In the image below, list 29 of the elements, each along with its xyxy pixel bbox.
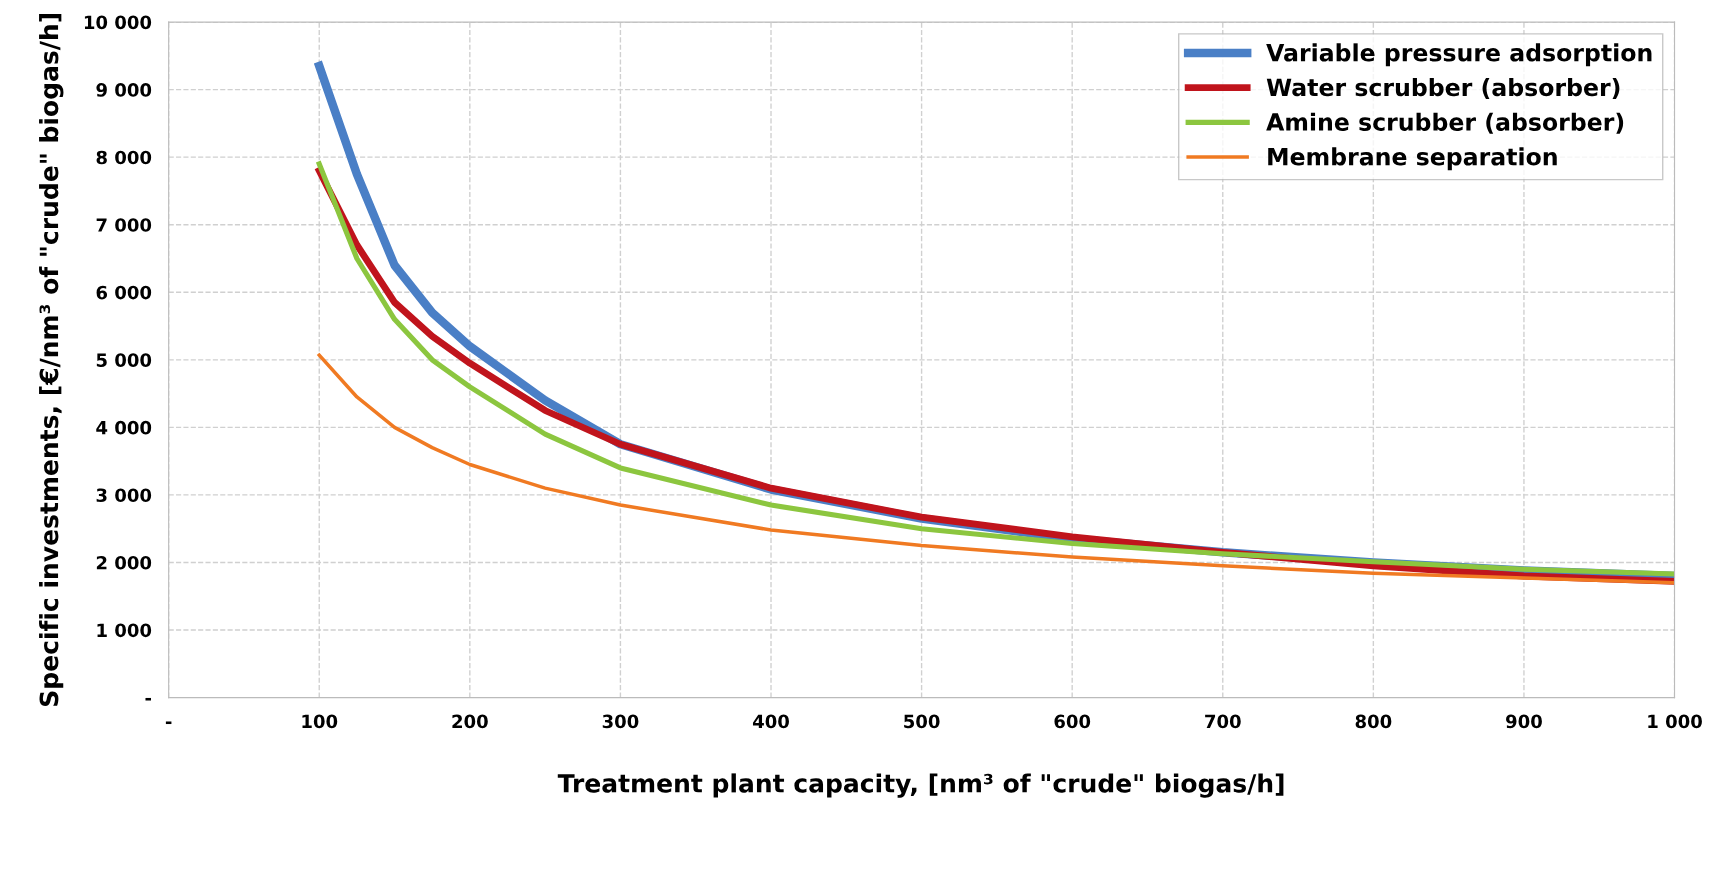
x-tick-label: 100 — [302, 714, 338, 729]
x-tick-label: 200 — [452, 714, 488, 729]
x-tick-label: 1 000 — [1648, 714, 1702, 729]
x-tick-label: 500 — [904, 714, 940, 729]
x-tick-label: 300 — [602, 714, 639, 729]
x-tick-label: 900 — [1506, 714, 1542, 729]
x-tick-label: 700 — [1205, 714, 1241, 729]
y-axis-title: Specific investments, [€/nm³ of "crude" biogas/h] — [39, 14, 64, 706]
y-tick-label: 8 000 — [96, 150, 152, 165]
y-tick-label: 3 000 — [96, 488, 152, 503]
legend-label: Amine scrubber (absorber) — [1266, 112, 1624, 134]
y-tick-label: 5 000 — [96, 353, 152, 367]
x-tick-label: 600 — [1054, 714, 1091, 729]
y-tick-label: 6 000 — [96, 285, 152, 300]
legend-label: Variable pressure adsorption — [1266, 43, 1652, 67]
line-series — [317, 353, 1675, 585]
x-tick-label: - — [165, 721, 172, 725]
legend-label: Water scrubber (absorber) — [1266, 77, 1620, 100]
y-tick-label: 4 000 — [96, 420, 152, 435]
legend-label: Membrane separation — [1268, 147, 1557, 171]
y-tick-label: 9 000 — [96, 83, 152, 97]
x-tick-label: 800 — [1355, 714, 1392, 729]
y-tick-label: - — [145, 697, 152, 701]
y-tick-label: 2 000 — [96, 555, 152, 570]
y-tick-label: 1 000 — [97, 623, 152, 638]
x-tick-label: 400 — [752, 714, 789, 729]
y-tick-label: 10 000 — [84, 15, 152, 30]
y-tick-label: 7 000 — [96, 218, 152, 232]
x-axis-title: Treatment plant capacity, [nm³ of "crude" biogas/h] — [557, 773, 1284, 798]
